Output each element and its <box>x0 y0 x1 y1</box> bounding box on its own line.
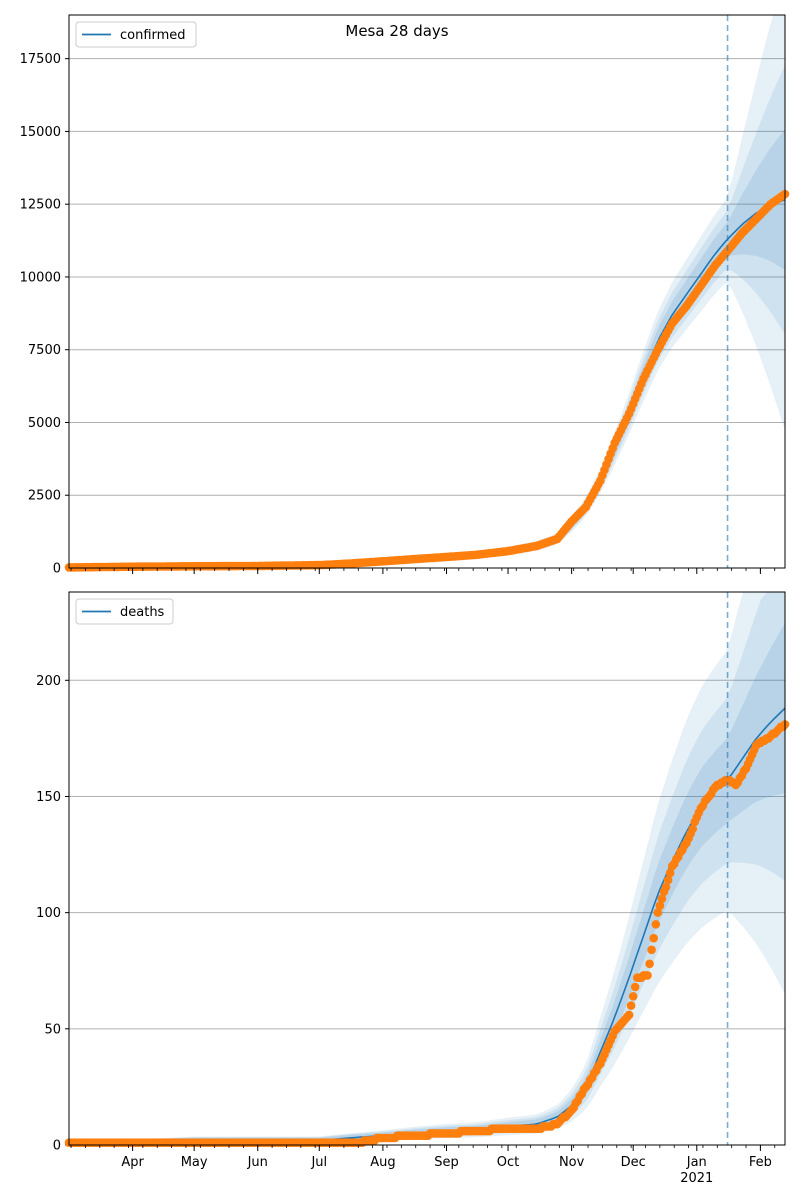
y-tick-label: 0 <box>53 1139 61 1154</box>
x-year-label: 2021 <box>680 1171 713 1186</box>
x-tick-label: Feb <box>749 1155 772 1170</box>
observed-point <box>663 875 673 885</box>
model-line <box>68 199 786 569</box>
y-tick-label: 2500 <box>28 489 61 504</box>
y-tick-label: 7500 <box>28 343 61 358</box>
confirmed-panel: 0 2500 5000 7500 10000 12500 15000 17500 confirm… <box>20 14 790 577</box>
legend: confirmed <box>75 21 197 48</box>
y-tick-label: 0 <box>53 562 61 577</box>
x-tick-label: Oct <box>497 1155 519 1170</box>
y-tick-label: 15000 <box>20 125 61 140</box>
y-tick-label: 200 <box>36 674 61 689</box>
uncertainty-band <box>69 623 785 1145</box>
observed-point <box>649 933 658 943</box>
observed-point <box>651 920 661 929</box>
legend-box <box>75 598 174 625</box>
x-tick-label: Sep <box>434 1155 459 1170</box>
x-tick-label: Jan <box>686 1155 707 1170</box>
chart-title: Mesa 28 days <box>345 22 448 40</box>
legend-label: deaths <box>120 605 165 620</box>
observed-point <box>626 1001 636 1010</box>
observed-point <box>643 971 652 980</box>
legend-box <box>75 21 197 48</box>
observed-point <box>655 901 665 910</box>
y-tick-label: 50 <box>44 1022 61 1037</box>
observed-point <box>628 992 638 1001</box>
y-tick-label: 12500 <box>20 198 61 213</box>
x-tick-label: Dec <box>621 1155 646 1170</box>
legend: deaths <box>75 598 174 625</box>
observed-point <box>653 908 663 917</box>
observed-point <box>647 945 656 955</box>
observed-point <box>661 882 671 892</box>
plot-frame <box>68 591 786 1146</box>
x-tick-label: Apr <box>121 1155 144 1170</box>
x-tick-label: Nov <box>559 1155 585 1170</box>
observed-point <box>630 982 640 992</box>
observed-point <box>665 868 675 878</box>
observed-point <box>645 959 654 969</box>
observed-point <box>688 824 697 834</box>
x-tick-label: Aug <box>370 1155 395 1170</box>
y-tick-label: 17500 <box>20 52 61 67</box>
legend-label: confirmed <box>120 28 186 43</box>
uncertainty-band <box>69 129 785 568</box>
plot-frame <box>68 14 786 569</box>
observed-point <box>657 894 667 903</box>
y-tick-label: 10000 <box>20 270 61 285</box>
uncertainty-band <box>69 592 785 1145</box>
x-tick-label: Jun <box>247 1155 268 1170</box>
observed-point <box>624 1010 634 1020</box>
deaths-panel: 0 50 100 150 200 deaths <box>36 591 790 1154</box>
x-tick-label: Jul <box>310 1155 327 1170</box>
y-tick-label: 100 <box>36 906 61 921</box>
y-tick-label: 150 <box>36 790 61 805</box>
x-tick-label: May <box>181 1155 208 1170</box>
y-tick-label: 5000 <box>28 416 61 431</box>
x-axis: Apr May Jun Jul Aug Sep Oct Nov Dec Jan Feb 2021 <box>121 1155 772 1186</box>
